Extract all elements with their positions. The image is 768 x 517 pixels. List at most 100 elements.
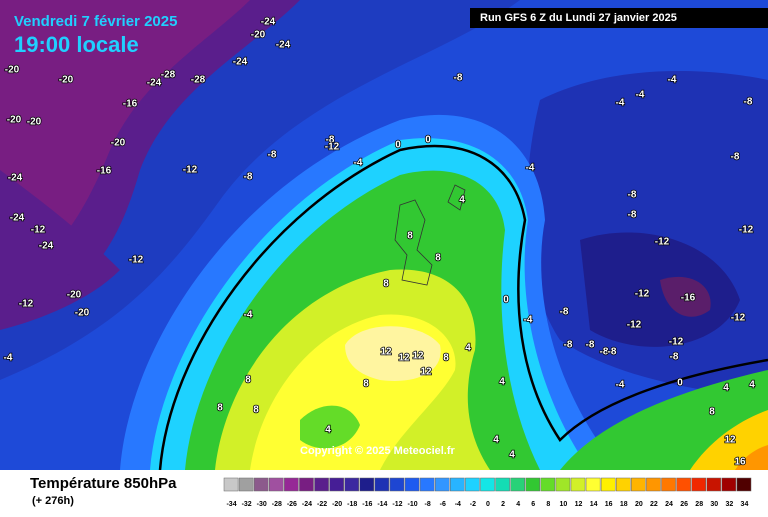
east-min [660,276,711,317]
east-core [580,232,740,347]
contour-label: -24 [39,241,54,252]
contour-label: 0 [395,140,401,151]
contour-label: -24 [276,40,291,51]
contour-label: -8 [454,73,463,84]
contour-label: 4 [459,195,465,206]
contour-label: -8 [670,352,679,363]
scale-label: 22 [650,501,658,508]
contour-label: 4 [493,435,499,446]
scale-label: -30 [257,501,267,508]
scale-swatch [329,477,344,492]
scale-swatch [314,477,329,492]
scale-label: 10 [560,501,568,508]
scale-label: -14 [377,501,387,508]
scale-swatch [238,477,254,492]
contour-label: -12 [669,337,684,348]
lead-time: (+ 276h) [32,495,74,507]
contour-label: -20 [5,65,20,76]
coldest-region [0,0,250,290]
run-info: Run GFS 6 Z du Lundi 27 janvier 2025 [480,12,677,24]
scale-swatch [495,477,510,492]
contour-label: -12 [655,237,670,248]
contour-label: -20 [27,117,42,128]
contour-label: -12 [739,225,754,236]
scale-swatch [465,477,480,492]
scale-swatch [525,477,541,492]
zero-isotherm [158,145,768,471]
scale-swatch [721,477,737,492]
contour-label: -8 [731,152,740,163]
scale-label: 8 [546,501,550,508]
green-pocket [300,405,360,449]
cold-lobe [0,170,120,330]
scale-swatch [661,477,676,492]
scale-label: -6 [440,501,446,508]
scale-swatch [706,477,722,492]
scale-swatch [419,477,435,492]
scale-swatch [253,477,269,492]
contour-label: 4 [509,450,515,461]
scale-swatch [374,477,390,492]
contour-label: -12 [129,255,144,266]
scale-label: 20 [635,501,643,508]
contour-label: -24 [147,78,162,89]
forecast-date: Vendredi 7 février 2025 [14,13,177,30]
scale-label: 32 [725,501,733,508]
map [0,0,768,471]
contour-label: 4 [325,425,331,436]
copyright: Copyright © 2025 Meteociel.fr [300,445,456,457]
color-scale: -34 -32 -30 -28 -26 -24 -22 -20 -18 -16 -14 -12 -10-… [223,477,752,508]
contour-label: -12 [19,299,34,310]
scale-swatch [269,477,284,492]
contour-label: -24 [10,213,25,224]
contour-label: -24 [233,57,248,68]
scale-swatch [299,477,314,492]
scale-label: -20 [332,501,342,508]
contour-label: 12 [412,351,424,362]
contour-label: -8 [244,172,253,183]
contour-label: -4 [354,158,363,169]
contour-label: -8 [586,340,595,351]
contour-label: 8 [253,405,259,416]
contour-label: -12 [731,313,746,324]
contour-label: -4 [616,380,625,391]
contour-label: 8 [383,279,389,290]
scale-label: -18 [347,501,357,508]
scale-label: -34 [226,501,236,508]
med-orange [735,445,768,470]
scale-label: -8 [425,501,431,508]
contour-label: -4 [668,75,677,86]
scale-label: -10 [408,501,418,508]
forecast-time: 19:00 locale [14,32,139,57]
scale-swatch [570,477,586,492]
contour-label: 12 [398,353,410,364]
scale-label: 4 [516,501,520,508]
scale-swatch [450,477,465,492]
scale-label: -28 [272,501,282,508]
scale-swatch [615,477,631,492]
contour-label: -8 [608,347,617,358]
scale-label: 0 [486,501,490,508]
contour-label: 0 [425,135,431,146]
contour-label: -8 [560,307,569,318]
scale-swatch [540,477,556,492]
scale-swatch [600,477,616,492]
contour-label: -20 [251,30,266,41]
run-box [470,8,768,28]
scale-label: -4 [455,501,461,508]
scale-label: 6 [531,501,535,508]
contour-label: -8 [628,210,637,221]
contour-label: -8 [628,190,637,201]
contour-label: 12 [380,347,392,358]
scale-label: -22 [317,501,327,508]
contour-label: 8 [217,403,223,414]
scale-swatch [389,477,405,492]
contour-label: -8 [268,150,277,161]
contour-label: -12 [627,320,642,331]
contour-label: 8 [443,353,449,364]
contour-label: -28 [161,70,176,81]
contour-label: -4 [524,315,533,326]
contour-label: 8 [709,407,715,418]
contour-label: 0 [677,378,683,389]
contour-label: -4 [616,98,625,109]
